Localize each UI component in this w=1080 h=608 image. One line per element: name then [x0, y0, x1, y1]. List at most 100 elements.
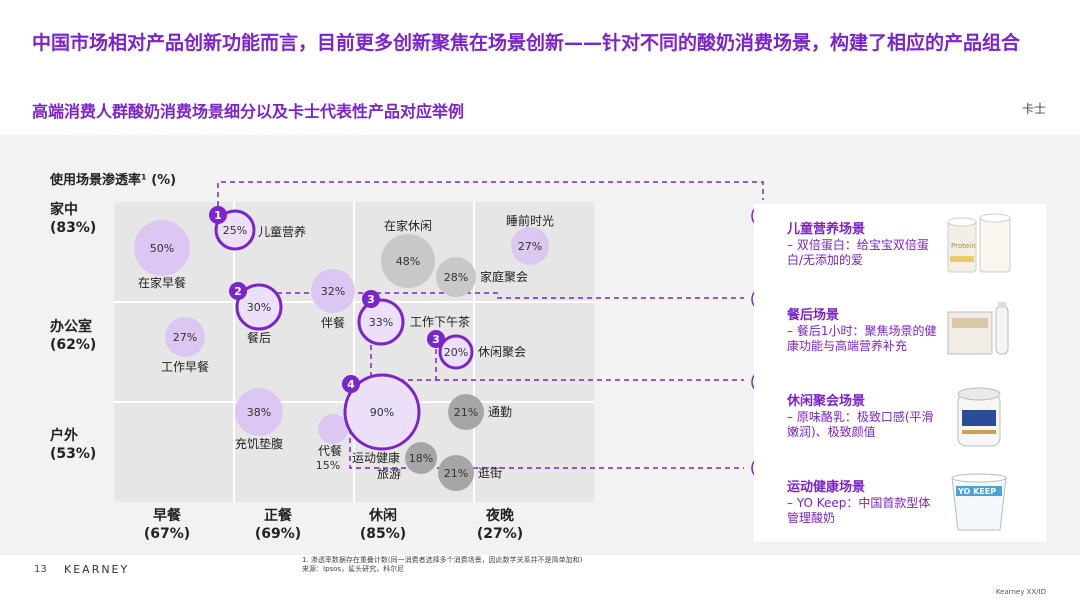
scenario-badge [229, 282, 247, 300]
bubble-label: 充饥垫腹 [235, 436, 283, 451]
scenario-desc: – YO Keep：中国首款型体管理酸奶 [787, 496, 931, 525]
bubble [343, 373, 421, 451]
bubble-value: 28% [444, 271, 468, 284]
bubble-label: 工作早餐 [161, 359, 209, 374]
y-tick-pct: (62%) [50, 337, 96, 353]
bubble [311, 269, 355, 313]
bubble-label: 伴餐 [321, 315, 345, 330]
x-tick-label: 休闲 [368, 507, 397, 524]
bubble-label: 代餐 [318, 443, 342, 458]
page-title: 中国市场相对产品创新功能而言，目前更多创新聚焦在场景创新——针对不同的酸奶消费场… [32, 32, 1021, 54]
bubble-value: 21% [444, 467, 468, 480]
scenario-title: 休闲聚会场景 [787, 394, 866, 409]
bubble-value: 27% [173, 331, 197, 344]
bubble-label: 逛街 [478, 466, 502, 480]
scenario-badge-number: 3 [432, 333, 440, 346]
scenario-badge-number: 2 [234, 285, 242, 298]
scenario-desc: – 餐后1小时：聚焦场景的健康功能与高端营养补充 [787, 324, 937, 353]
bubble [134, 220, 190, 276]
bubble-label: 工作下午茶 [410, 314, 470, 329]
x-tick-label: 夜晚 [485, 507, 514, 524]
bubble-label: 通勤 [488, 405, 512, 419]
bubble [438, 334, 474, 370]
y-tick-pct: (53%) [50, 446, 96, 462]
bubble [511, 227, 549, 265]
x-tick-label: 早餐 [153, 507, 182, 524]
bubble [214, 209, 256, 251]
y-tick-label: 家中 [50, 201, 78, 218]
product-yokeep-cup-image: YO KEEP [951, 473, 1007, 531]
x-tick-pct: (27%) [477, 526, 523, 542]
scenario-card-2: 餐后场景 – 餐后1小时：聚焦场景的健康功能与高端营养补充 [754, 290, 1046, 374]
scenario-panel: 儿童营养场景 – 双倍蛋白：给宝宝双倍蛋白/无添加的爱 Protein 餐后场景… [754, 204, 1046, 542]
scenario-title: 儿童营养场景 [787, 222, 866, 237]
bubble [436, 257, 476, 297]
bubble-value: 90% [370, 406, 394, 419]
scenario-desc: – 原味酪乳：极致口感(平滑嫩润)、极致颜值 [787, 410, 934, 439]
bubble-value: 20% [444, 346, 468, 359]
bubble [448, 394, 484, 430]
bubble-label: 餐后 [247, 330, 271, 345]
connector-line-1 [217, 181, 764, 215]
bubble-value: 21% [454, 406, 478, 419]
bubble-value: 50% [150, 242, 174, 255]
product-protein-cup-image: Protein [947, 213, 1011, 273]
page-subtitle: 高端消费人群酸奶消费场景细分以及卡士代表性产品对应举例 [32, 102, 465, 121]
footnote-source: 来源：Ipsos，鲨头研究，科尔尼 [302, 565, 405, 573]
bubble [318, 414, 348, 444]
bubble-value: 30% [247, 301, 271, 314]
bubble [235, 388, 283, 436]
x-tick-label: 正餐 [264, 507, 293, 524]
bubble-label: 儿童营养 [258, 224, 306, 239]
scenario-badge [209, 206, 227, 224]
connector-line-2 [259, 292, 744, 299]
scenario-badge-number: 3 [367, 293, 375, 306]
kearney-logo: KEARNEY [64, 563, 130, 576]
product-box-image [947, 302, 1009, 355]
bubble-value: 18% [409, 452, 433, 465]
scenario-badge [362, 290, 380, 308]
bubble-label: 家庭聚会 [480, 269, 528, 284]
bubble-value: 32% [321, 285, 345, 298]
bubble-label: 睡前时光 [506, 213, 554, 228]
footnote-penetration: 1. 渗透率数据存在重叠计数(同一消费者选择多个消费场景，因此数学关系并不是简单… [302, 556, 583, 564]
y-tick-label: 办公室 [50, 318, 92, 335]
bubble-value: 15% [316, 459, 340, 472]
scenario-title: 运动健康场景 [787, 480, 866, 495]
y-tick-label: 户外 [50, 427, 78, 444]
bubble-value: 25% [223, 224, 247, 237]
footer-code: Kearney XX/ID [995, 588, 1046, 596]
x-tick-pct: (85%) [360, 526, 406, 542]
x-tick-pct: (67%) [144, 526, 190, 542]
scenario-title: 餐后场景 [787, 308, 840, 323]
scenario-card-1: 儿童营养场景 – 双倍蛋白：给宝宝双倍蛋白/无添加的爱 Protein [754, 204, 1046, 288]
bubble-label: 在家早餐 [138, 275, 186, 290]
product-label: YO KEEP [957, 487, 996, 496]
bubble [405, 442, 437, 474]
y-tick-pct: (83%) [50, 220, 96, 236]
bubble-label: 在家休闲 [384, 218, 432, 233]
scenario-badge [427, 330, 445, 348]
bubble [438, 455, 474, 491]
x-tick-pct: (69%) [255, 526, 301, 542]
bubble-label: 旅游 [377, 467, 401, 481]
y-axis-title: 使用场景渗透率¹ (%) [49, 172, 176, 188]
page-number: 13 [34, 564, 47, 575]
scenario-card-4: 运动健康场景 – YO Keep：中国首款型体管理酸奶 YO KEEP [754, 462, 1046, 546]
scenario-badge-number: 4 [347, 378, 355, 391]
scenario-badge [342, 375, 360, 393]
bubble-value: 38% [247, 406, 271, 419]
bubble [235, 283, 283, 331]
scenario-badge-number: 1 [214, 209, 222, 222]
scenario-card-3: 休闲聚会场景 – 原味酪乳：极致口感(平滑嫩润)、极致颜值 [754, 376, 1046, 460]
brand-tag: 卡士 [1021, 102, 1046, 116]
bubble-value: 27% [518, 240, 542, 253]
bubble [357, 298, 405, 346]
bubble [381, 234, 435, 288]
bubble-value: 48% [396, 255, 420, 268]
bubble-value: 33% [369, 316, 393, 329]
bubble [165, 317, 205, 357]
connector-line-3 [370, 300, 744, 381]
product-label: Protein [951, 242, 976, 250]
scenario-desc: – 双倍蛋白：给宝宝双倍蛋白/无添加的爱 [787, 238, 929, 267]
